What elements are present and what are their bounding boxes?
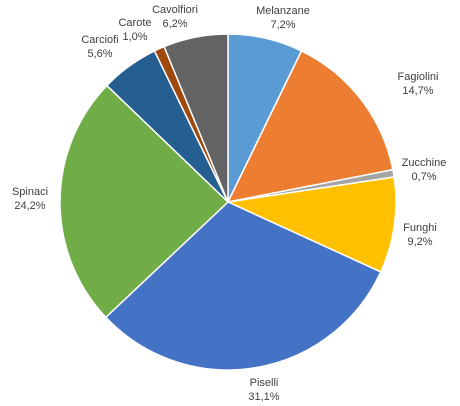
slice-label: Fagiolini: [398, 71, 439, 83]
pie-slice: [59, 84, 230, 319]
pie-slice: [104, 201, 382, 371]
slice-label: Piselli: [250, 377, 279, 389]
slice-label: Cavolfiori: [152, 4, 198, 16]
slice-label: Carote: [118, 17, 151, 29]
value-label: 5,6%: [87, 48, 112, 60]
value-label: 14,7%: [402, 85, 433, 97]
slice-label: Funghi: [403, 222, 437, 234]
pie-slice: [163, 33, 229, 203]
slice-label: Zucchine: [402, 157, 447, 169]
slice-label: Melanzane: [256, 5, 310, 17]
value-label: 9,2%: [407, 236, 432, 248]
value-label: 31,1%: [248, 391, 279, 403]
pie-slice: [226, 49, 394, 204]
value-label: 7,2%: [270, 19, 295, 31]
slice-label: Spinaci: [12, 186, 48, 198]
slice-label: Carciofi: [81, 34, 118, 46]
value-label: 0,7%: [411, 171, 436, 183]
value-label: 24,2%: [14, 200, 45, 212]
value-label: 6,2%: [162, 18, 187, 30]
pie-slice: [225, 176, 397, 273]
value-label: 1,0%: [122, 31, 147, 43]
